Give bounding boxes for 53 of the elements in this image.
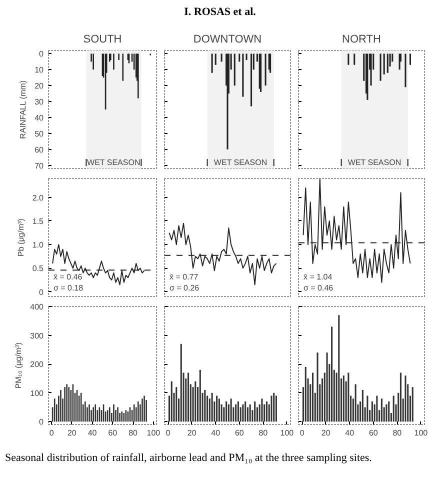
y-tick-label: 2.0 <box>32 193 44 202</box>
y-tick-label: 1.0 <box>32 240 44 250</box>
y-tick-label: 0 <box>39 417 44 426</box>
band-label: WET SEASON <box>87 158 140 167</box>
y-axis-title: Pb (μg/m³) <box>16 218 26 256</box>
y-tick-label: 20 <box>34 81 44 90</box>
y-tick-label: 10 <box>34 65 44 74</box>
y-tick-label: 30 <box>34 97 44 106</box>
x-tick-label: 100 <box>146 428 161 438</box>
y-tick-label: 200 <box>30 360 44 369</box>
x-tick-label: 60 <box>108 428 118 438</box>
text: I. ROSAS et al. <box>184 5 256 20</box>
y-axis-title: RAINFALL (mm) <box>18 80 28 139</box>
x-tick-label: 20 <box>321 428 331 438</box>
x-tick-label: 0 <box>300 428 305 438</box>
chart-title: SOUTH <box>83 33 122 46</box>
x-tick-label: 0 <box>166 428 171 438</box>
x-tick-label: 20 <box>67 428 77 438</box>
band-label: WET SEASON <box>214 158 268 167</box>
x-tick-label: 20 <box>187 428 197 438</box>
x-tick-label: 0 <box>49 428 54 438</box>
x-tick-label: 40 <box>345 428 355 438</box>
y-tick-label: 0 <box>39 287 44 296</box>
x-tick-label: 60 <box>234 428 244 438</box>
annotation: x̄ = 1.04 <box>303 272 333 282</box>
annotation: σ = 0.26 <box>170 283 200 292</box>
y-tick-label: 0 <box>39 49 44 58</box>
chart-title: DOWNTOWN <box>193 33 262 46</box>
y-tick-label: 60 <box>34 145 44 154</box>
y-tick-label: 100 <box>30 388 44 398</box>
text: Seasonal distribution of rainfall, airborne lead and PM₁₀ at the three sampling sites. <box>5 450 372 466</box>
y-tick-label: 300 <box>30 330 44 340</box>
x-tick-label: 80 <box>258 428 268 438</box>
y-tick-label: 40 <box>34 113 44 122</box>
band-label: WET SEASON <box>348 158 402 167</box>
x-tick-label: 80 <box>392 428 402 438</box>
y-tick-label: 50 <box>34 129 44 138</box>
y-tick-label: 70 <box>34 161 44 170</box>
annotation: x̄ = 0.77 <box>169 272 199 282</box>
y-axis-title: PM₁₀ (μg/m³) <box>14 342 24 388</box>
y-tick-label: 400 <box>30 302 44 312</box>
y-tick-label: 0.5 <box>32 264 44 273</box>
x-tick-label: 100 <box>280 428 294 438</box>
x-tick-label: 40 <box>88 428 98 438</box>
annotation: σ = 0.46 <box>304 283 334 292</box>
x-tick-label: 60 <box>368 428 378 438</box>
annotation: x̄ = 0.46 <box>53 272 83 282</box>
annotation: σ = 0.18 <box>54 283 84 292</box>
chart-title: NORTH <box>342 33 382 46</box>
x-tick-label: 100 <box>414 428 428 438</box>
y-tick-label: 1.5 <box>32 216 44 226</box>
x-tick-label: 80 <box>128 428 138 438</box>
x-tick-label: 40 <box>211 428 221 438</box>
